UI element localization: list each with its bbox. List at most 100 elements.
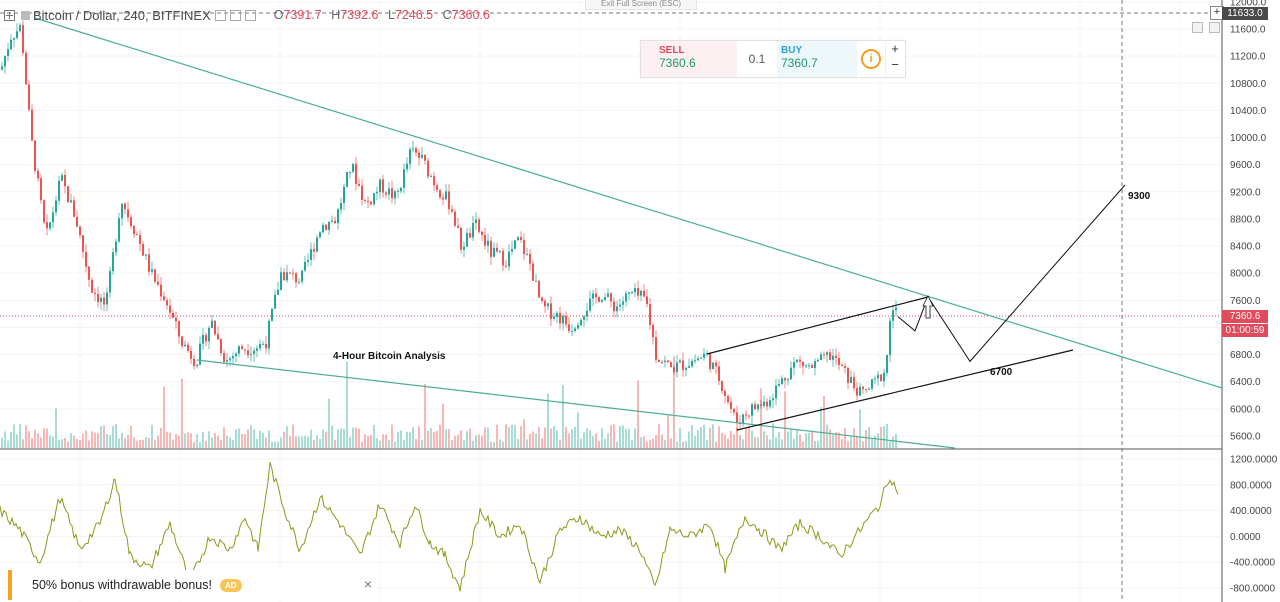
- volume-bar: [127, 434, 129, 448]
- oscillator-tick-label: 400.0000: [1230, 506, 1272, 517]
- volume-bar: [169, 432, 171, 448]
- candle-body: [751, 404, 753, 416]
- candle-body: [862, 386, 864, 390]
- volume-bar: [49, 435, 51, 448]
- log-scale-icon[interactable]: [1209, 22, 1220, 33]
- candle-body: [121, 203, 123, 219]
- candle-body: [457, 225, 459, 228]
- volume-bar: [613, 424, 615, 448]
- candle-body: [586, 310, 588, 317]
- volume-bar: [535, 433, 537, 448]
- candle-body: [340, 203, 342, 210]
- quantity-stepper[interactable]: + −: [885, 41, 904, 77]
- candle-body: [820, 354, 822, 360]
- candle-body: [466, 232, 468, 247]
- remove-icon[interactable]: [244, 9, 256, 21]
- buy-button[interactable]: BUY 7360.7: [777, 41, 857, 77]
- volume-bar: [871, 438, 873, 448]
- candle-body: [868, 388, 870, 390]
- candle-body: [619, 304, 621, 307]
- candle-body: [478, 219, 480, 232]
- candle-body: [442, 197, 444, 200]
- candle-body: [754, 404, 756, 410]
- lower-support-trendline[interactable]: [196, 359, 956, 449]
- volume-bar: [700, 426, 702, 448]
- volume-bar: [748, 425, 750, 448]
- volume-bar: [460, 430, 462, 448]
- candle-body: [556, 312, 558, 317]
- candle-body: [688, 366, 690, 368]
- candle-body: [433, 176, 435, 186]
- candle-body: [31, 109, 33, 141]
- settings-icon[interactable]: [214, 9, 226, 21]
- decrease-quantity-button[interactable]: −: [891, 57, 899, 72]
- volume-bar: [760, 388, 762, 448]
- candle-body: [439, 190, 441, 198]
- add-symbol-icon[interactable]: [4, 9, 15, 21]
- candle-body: [295, 273, 297, 283]
- volume-bar: [100, 426, 102, 448]
- candle-body: [637, 288, 639, 296]
- volume-bar: [751, 430, 753, 448]
- candle-body: [667, 360, 669, 363]
- candle-body: [247, 350, 249, 356]
- volume-bar: [316, 435, 318, 448]
- candle-body: [568, 324, 570, 332]
- increase-quantity-button[interactable]: +: [891, 41, 899, 56]
- volume-bar: [826, 424, 828, 448]
- ad-banner[interactable]: 50% bonus withdrawable bonus! AD ×: [8, 570, 378, 600]
- volume-bar: [58, 439, 60, 448]
- volume-bar: [358, 428, 360, 448]
- volume-bar: [217, 435, 219, 448]
- candle-body: [226, 360, 228, 362]
- descending-resistance-trendline[interactable]: [34, 17, 1223, 389]
- auto-scale-icon[interactable]: [1192, 22, 1203, 33]
- volume-bar: [442, 403, 444, 448]
- candle-body: [697, 358, 699, 361]
- sell-button[interactable]: SELL 7360.6: [641, 41, 737, 77]
- close-icon[interactable]: ×: [363, 576, 372, 592]
- candle-body: [199, 343, 201, 365]
- volume-bar: [517, 438, 519, 448]
- candle-body: [64, 175, 66, 187]
- candle-body: [58, 180, 60, 201]
- candle-body: [352, 163, 354, 172]
- volume-bar: [619, 426, 621, 448]
- price-tick-label: 12000.0: [1230, 0, 1267, 8]
- candle-body: [655, 337, 657, 360]
- volume-bar: [745, 427, 747, 448]
- volume-bar: [472, 440, 474, 448]
- candle-body: [682, 360, 684, 370]
- volume-bar: [319, 438, 321, 448]
- candle-body: [217, 334, 219, 340]
- volume-bar: [28, 431, 30, 448]
- oscillator-tick-label: 1200.0000: [1230, 455, 1278, 466]
- candle-body: [463, 246, 465, 250]
- candle-body: [451, 209, 453, 212]
- candle-body: [691, 360, 693, 367]
- volume-bar: [223, 427, 225, 448]
- volume-bar: [109, 434, 111, 448]
- candle-body: [895, 307, 897, 311]
- volume-bar: [763, 431, 765, 448]
- channel-upper-line[interactable]: [706, 296, 929, 355]
- candle-body: [235, 353, 237, 357]
- hide-icon[interactable]: [229, 9, 241, 21]
- price-axis-ticks: 12000.0 11600.0 11200.0 10800.0 10400.0 10000…: [1230, 0, 1267, 443]
- volume-bar: [559, 439, 561, 448]
- candle-body: [823, 354, 825, 356]
- volume-bar: [112, 426, 114, 448]
- channel-lower-line[interactable]: [736, 349, 1074, 431]
- candle-body: [769, 400, 771, 407]
- candle-body: [487, 240, 489, 246]
- volume-bar: [160, 427, 162, 448]
- symbol-title[interactable]: Bitcoin / Dollar, 240, BITFINEX: [33, 7, 211, 23]
- info-icon[interactable]: i: [857, 41, 885, 77]
- candle-body: [289, 272, 291, 274]
- quantity-field[interactable]: 0.1: [748, 52, 766, 66]
- volume-bar: [655, 435, 657, 448]
- exit-fullscreen-button[interactable]: Exit Full Screen (ESC): [585, 0, 697, 10]
- candle-body: [607, 293, 609, 298]
- volume-bar: [205, 440, 207, 448]
